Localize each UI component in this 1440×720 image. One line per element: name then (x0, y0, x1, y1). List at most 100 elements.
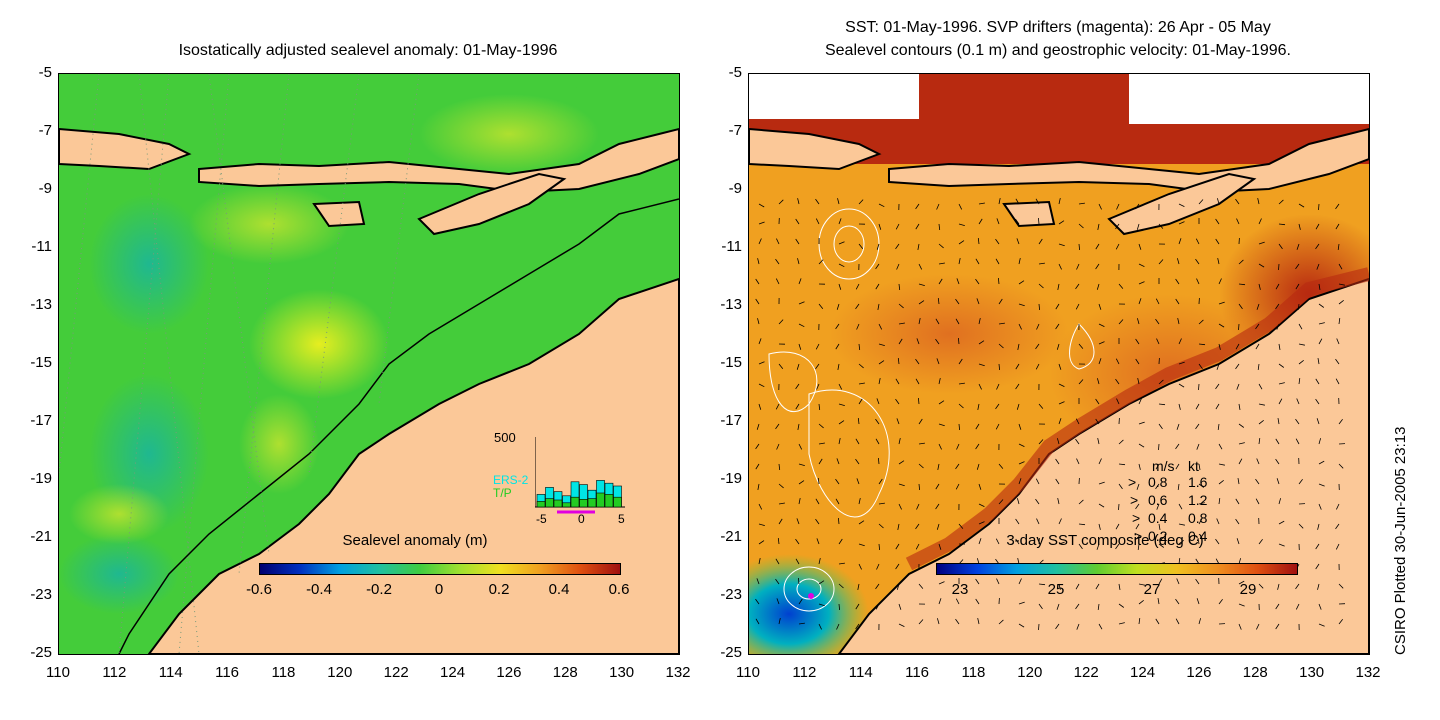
velocity-arrow (1135, 503, 1140, 510)
velocity-arrow (1198, 199, 1204, 205)
velocity-arrow (1156, 503, 1160, 510)
velocity-arrow (875, 603, 880, 610)
velocity-arrow (1238, 580, 1245, 585)
velocity-arrow (1338, 263, 1343, 270)
velocity-arrow (1137, 543, 1140, 550)
velocity-arrow (798, 577, 800, 585)
velocity-arrow (1095, 583, 1100, 590)
velocity-arrow (1278, 363, 1285, 368)
x-tick-label: 124 (1130, 664, 1156, 681)
velocity-arrow (1075, 303, 1080, 310)
left-colorbar-label: Sealevel anomaly (m) (342, 532, 488, 549)
velocity-arrow (1298, 223, 1301, 230)
velocity-arrow (1218, 479, 1224, 485)
velocity-arrow (1158, 403, 1166, 406)
velocity-arrow (1256, 623, 1260, 630)
velocity-arrow (878, 203, 885, 208)
x-tick-label: 120 (327, 664, 353, 681)
velocity-arrow (1075, 603, 1080, 610)
velocity-arrow (1298, 378, 1301, 385)
velocity-arrow (975, 258, 980, 265)
velocity-arrow (818, 558, 821, 565)
inset-bar-tp (545, 498, 554, 508)
legend-arrow-icon: > (1130, 492, 1139, 508)
velocity-arrow (797, 258, 800, 265)
velocity-arrow (876, 243, 880, 250)
x-tick-label: 128 (552, 664, 578, 681)
velocity-arrow (1318, 283, 1321, 290)
velocity-arrow (758, 383, 765, 388)
y-tick-label: -15 (30, 354, 52, 371)
velocity-arrow (758, 203, 765, 208)
velocity-arrow (1058, 220, 1065, 225)
y-tick-label: -15 (720, 354, 742, 371)
velocity-arrow (1197, 538, 1200, 545)
velocity-arrow (1255, 498, 1260, 505)
velocity-arrow (916, 338, 920, 345)
velocity-arrow (1278, 199, 1284, 205)
velocity-arrow (858, 243, 864, 249)
velocity-arrow (1218, 443, 1223, 450)
velocity-arrow (1018, 423, 1022, 430)
velocity-arrow (1338, 583, 1344, 589)
colorbar-tick-label: -0.2 (366, 581, 392, 598)
legend-speed-kt: 1.6 (1188, 474, 1208, 490)
x-tick-label: 114 (848, 664, 873, 681)
velocity-arrow (755, 443, 760, 450)
velocity-arrow (1297, 303, 1300, 310)
velocity-arrow (898, 603, 902, 610)
inset-bar-tp (579, 498, 588, 508)
velocity-arrow (1038, 283, 1044, 289)
velocity-arrow (1138, 443, 1145, 448)
velocity-arrow (1057, 498, 1060, 505)
timor-island-sst (1107, 172, 1257, 236)
velocity-arrow (776, 598, 780, 605)
velocity-arrow (1138, 243, 1142, 250)
velocity-arrow (918, 283, 925, 286)
velocity-arrow (1015, 363, 1020, 370)
velocity-arrow (1097, 603, 1100, 610)
velocity-arrow (775, 258, 780, 265)
velocity-arrow (1055, 303, 1060, 310)
velocity-arrow (1015, 538, 1020, 545)
velocity-arrow (1075, 418, 1080, 425)
x-tick-label: 126 (496, 664, 522, 681)
velocity-arrow (798, 463, 805, 466)
velocity-arrow (918, 442, 925, 445)
velocity-arrow (1175, 463, 1180, 470)
velocity-arrow (858, 363, 864, 369)
velocity-arrow (1295, 583, 1300, 590)
velocity-arrow (958, 258, 961, 265)
velocity-arrow (1158, 578, 1163, 585)
velocity-arrow (818, 580, 825, 585)
velocity-arrow (1078, 499, 1084, 505)
inset-xtick-neg5: -5 (536, 512, 547, 526)
velocity-arrow (1238, 303, 1243, 310)
velocity-arrow (878, 223, 882, 230)
velocity-arrow (1335, 223, 1340, 230)
velocity-arrow (1055, 478, 1060, 485)
velocity-arrow (1238, 259, 1244, 265)
velocity-arrow (778, 518, 783, 525)
velocity-arrow (975, 578, 980, 585)
velocity-arrow (778, 363, 784, 369)
velocity-arrow (1178, 523, 1185, 526)
velocity-arrow (1336, 503, 1340, 510)
velocity-arrow (958, 423, 960, 431)
velocity-arrow (1158, 379, 1164, 385)
x-tick-label: 124 (440, 664, 466, 681)
velocity-arrow (1138, 599, 1144, 605)
velocity-arrow (757, 318, 760, 325)
y-tick-label: -9 (728, 180, 742, 197)
velocity-arrow (1076, 458, 1080, 465)
velocity-arrow (1235, 198, 1240, 205)
y-tick-label: -25 (30, 644, 52, 661)
inset-histogram (535, 437, 625, 514)
velocity-arrow (998, 322, 1005, 325)
velocity-arrow (1138, 618, 1141, 625)
velocity-arrow (878, 523, 884, 529)
velocity-arrow (755, 618, 760, 625)
inset-bar-tp (613, 496, 622, 508)
x-tick-label: 122 (383, 664, 409, 681)
velocity-arrow (1015, 383, 1020, 390)
